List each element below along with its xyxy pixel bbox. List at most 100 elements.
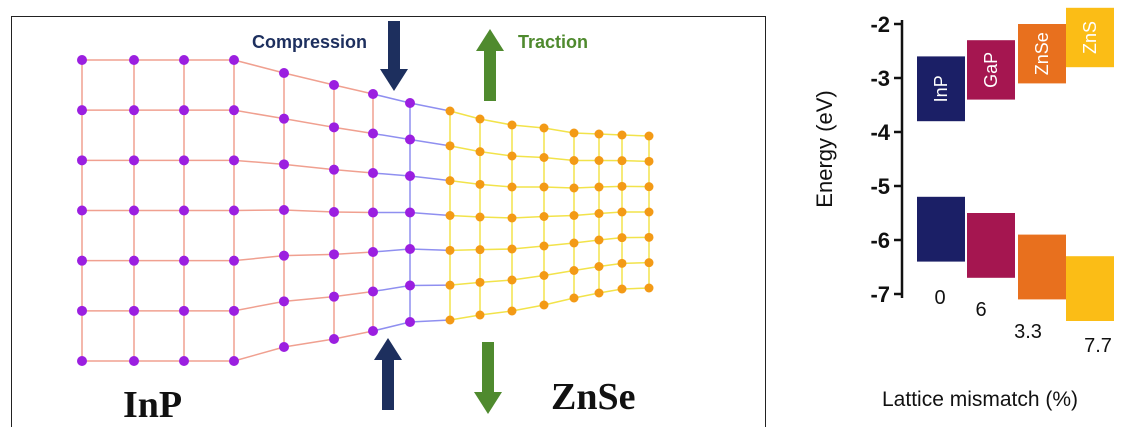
inp-atom [329,249,339,259]
compression-label: Compression [252,32,367,53]
inp-atom [129,356,139,366]
inp-atom [229,55,239,65]
lattice-bond [373,173,410,176]
lattice-bond [234,301,284,311]
lattice-bond [480,217,512,218]
lattice-bond [544,243,574,246]
lattice-bond [512,276,544,281]
lattice-bond [410,176,450,181]
inp-atom [179,155,189,165]
material-gap: GaP 6 [967,40,1015,321]
lattice-bond [284,297,334,302]
znse-atom [446,107,455,116]
inp-atom [368,287,378,297]
gap-lattice-mismatch-label: 6 [975,299,986,321]
znse-atom [645,132,654,141]
lattice-bond [480,280,512,282]
lattice-bond [450,315,480,320]
znse-atom [595,236,604,245]
lattice-bond [284,119,334,128]
inp-atom [405,135,415,145]
lattice-bond [334,85,373,94]
inp-atom [329,122,339,132]
znse-atom [570,156,579,165]
lattice-bond [480,119,512,125]
inp-atom [368,89,378,99]
compression-arrow-top-head [380,69,408,91]
inp-atom [229,105,239,115]
inp-atom [405,171,415,181]
inp-atom [279,114,289,124]
inp-atom [77,256,87,266]
compression-arrow-top-shaft [388,21,400,69]
lattice-bond [334,170,373,173]
inp-atom [129,306,139,316]
znse-atom [595,289,604,298]
lattice-bond [234,210,284,211]
lattice-bond [480,249,512,250]
znse-atom [618,259,627,268]
inp-atom [368,208,378,218]
inp-atom [77,105,87,115]
gap-bar-label: GaP [981,52,1001,88]
y-tick-label: -2 [870,12,890,37]
znse-atom [645,182,654,191]
traction-arrow-bottom-head [474,392,502,414]
lattice-bond [410,213,450,216]
inp-atom [368,247,378,257]
znse-atom [476,147,485,156]
inp-atom [77,55,87,65]
inp-atom [179,256,189,266]
lattice-bond [544,216,574,217]
inp-atom [279,251,289,261]
inp-atom [229,256,239,266]
znse-atom [540,212,549,221]
znse-atom [446,316,455,325]
inp-atom [129,155,139,165]
znse-atom [446,281,455,290]
inp-atom [279,342,289,352]
traction-arrow-top-shaft [484,51,496,101]
znse-atom [540,301,549,310]
y-tick-label: -5 [870,174,890,199]
zns-lattice-mismatch-label: 7.7 [1084,335,1112,357]
znse-atom [618,208,627,217]
y-tick-label: -4 [870,120,890,145]
lattice-bond [373,94,410,103]
znse-atom [540,124,549,133]
znse-atom [508,214,517,223]
znse-bar-label: ZnSe [1032,32,1052,75]
lattice-bond [450,216,480,218]
lattice-bond [410,320,450,322]
lattice-bond [334,252,373,254]
lattice-bond [512,305,544,311]
x-axis-label: Lattice mismatch (%) [882,388,1078,411]
lattice-bond [544,187,574,188]
lattice-bond [284,254,334,255]
znse-atom [595,262,604,271]
inp-atom [229,356,239,366]
lattice-bond [410,140,450,146]
inp-atom [179,306,189,316]
inp-atom [279,296,289,306]
lattice-bond [373,322,410,331]
znse-valence-band-bar [1018,235,1066,300]
inp-atom [405,317,415,327]
znse-atom [618,131,627,140]
znse-atom [508,276,517,285]
znse-atom [540,183,549,192]
lattice-bond [334,331,373,339]
znse-atom [618,182,627,191]
znse-atom [446,246,455,255]
traction-arrow-top-head [476,29,504,51]
traction-label: Traction [518,32,588,53]
lattice-bond [544,158,574,161]
inp-atom [179,356,189,366]
znse-atom [570,211,579,220]
znse-atom [570,184,579,193]
lattice-bond [450,181,480,185]
